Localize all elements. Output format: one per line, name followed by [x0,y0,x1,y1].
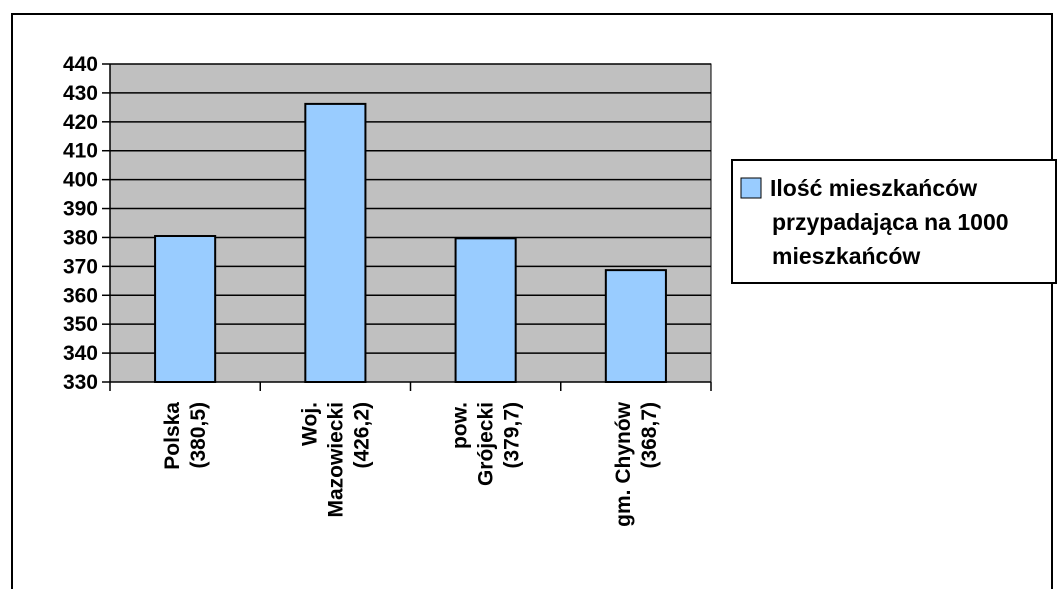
x-category-label-line: (368,7) [638,402,661,469]
x-category-label-line: (426,2) [350,402,373,469]
legend-label-line: przypadająca na 1000 [772,209,1009,235]
bar [604,269,667,384]
y-tick-label: 410 [63,140,98,163]
legend-swatch [740,177,762,199]
bar [304,102,367,384]
legend-label-line: Ilość mieszkańców [770,175,977,201]
x-axis-category-labels: Polska (380,5) Woj. Mazowiecki (426,2) pow. Gr… [161,401,661,526]
y-tick-label: 340 [63,342,98,365]
y-tick-label: 440 [63,53,98,76]
y-tick-label: 420 [63,111,98,134]
y-tick-label: 370 [63,255,98,278]
legend-box [731,159,1057,284]
y-tick-label: 330 [63,371,98,394]
y-tick-label: 360 [63,284,98,307]
x-category-label-line: Grójecki [475,402,498,486]
x-category-label: Polska (380,5) [161,402,210,470]
legend: Ilość mieszkańców przypadająca na 1000 mie… [731,159,1057,284]
x-category-label-line: Woj. [298,402,321,446]
x-category-label-line: Polska [161,402,184,470]
x-category-label: gm. Chynów (368,7) [612,401,661,526]
x-category-label-line: (379,7) [501,402,524,469]
bars [154,102,667,384]
x-category-label-line: Mazowiecki [324,402,347,518]
x-category-label-line: pow. [449,402,472,449]
legend-label: Ilość mieszkańców przypadająca na 1000 mie… [770,175,1009,269]
y-tick-label: 350 [63,313,98,336]
axes [102,63,712,391]
x-category-label-line: (380,5) [187,402,210,469]
x-category-label: Woj. Mazowiecki (426,2) [298,402,373,518]
y-tick-label: 380 [63,226,98,249]
bar [454,237,517,383]
y-tick-label: 390 [63,198,98,221]
x-category-label-line: gm. Chynów [612,401,635,526]
y-tick-label: 430 [63,82,98,105]
bar [154,235,217,383]
y-axis-tick-labels: 330 340 350 360 370 380 390 400 410 420 430 440 [63,53,98,394]
y-tick-label: 400 [63,169,98,192]
x-category-label: pow. Grójecki (379,7) [449,402,524,486]
legend-label-line: mieszkańców [772,243,920,269]
